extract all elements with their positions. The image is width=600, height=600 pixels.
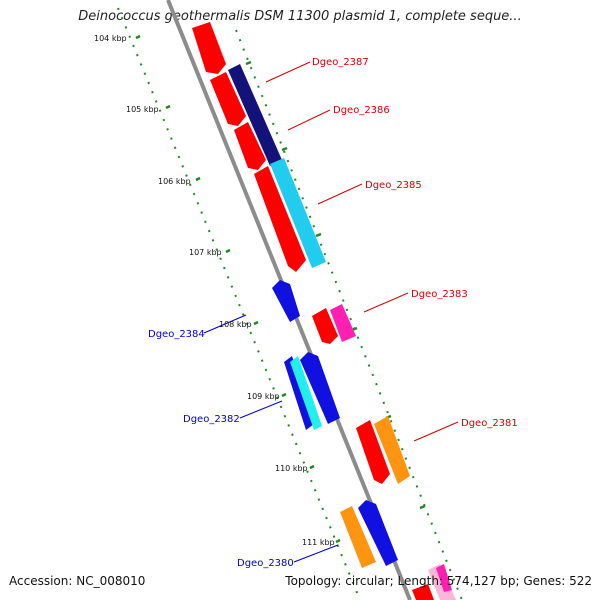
tick-label: 110 kbp (275, 464, 308, 473)
callout-line-2384 (203, 314, 247, 334)
tick-label: 108 kbp (219, 320, 252, 329)
outer-tick-mark (419, 504, 426, 510)
gene-red-7[interactable] (412, 584, 434, 600)
gene-magenta-end[interactable] (436, 564, 452, 592)
callout-line-2382 (239, 400, 283, 419)
gene-red-1[interactable] (192, 22, 226, 74)
kbp-tick-mark (335, 538, 341, 544)
callout-line-2386 (287, 109, 331, 131)
gene-cyan-2385[interactable] (270, 158, 326, 268)
gene-label-dgeo-2385[interactable]: Dgeo_2385 (365, 180, 422, 191)
callout-line-2385 (317, 183, 363, 205)
gene-blue-2382a[interactable] (284, 356, 314, 430)
gene-label-dgeo-2386[interactable]: Dgeo_2386 (333, 105, 390, 116)
kbp-tick-mark (281, 392, 287, 398)
outer-tick-mark (315, 232, 322, 238)
gene-orange-2380[interactable] (340, 506, 376, 568)
gene-red-5[interactable] (312, 308, 338, 344)
tick-label: 104 kbp (94, 34, 127, 43)
gene-blue-2382b[interactable] (300, 352, 340, 424)
gene-navy-2387[interactable] (228, 64, 282, 166)
gene-red-4[interactable] (254, 166, 306, 272)
kbp-tick-mark (253, 320, 259, 326)
kbp-tick-mark (309, 464, 315, 470)
kbp-tick-mark (135, 34, 141, 40)
outer-tick-mark (245, 60, 252, 66)
gene-magenta-2383[interactable] (330, 304, 356, 342)
gene-cyan-2382[interactable] (290, 356, 322, 430)
tick-label: 109 kbp (247, 392, 280, 401)
dotted-inner-lane-left (117, 7, 361, 600)
outer-tick-mark (281, 146, 288, 152)
gene-label-dgeo-2387[interactable]: Dgeo_2387 (312, 57, 369, 68)
accession-text: Accession: NC_008010 (9, 574, 146, 588)
gene-blue-2380[interactable] (358, 500, 398, 566)
callout-line-2387 (265, 61, 311, 83)
gene-label-dgeo-2384[interactable]: Dgeo_2384 (148, 329, 205, 340)
gene-red-2[interactable] (210, 72, 246, 126)
kbp-tick-mark (195, 176, 201, 182)
tick-label: 105 kbp (126, 105, 159, 114)
callout-line-2381 (413, 421, 459, 442)
tick-label: 111 kbp (302, 538, 335, 547)
callout-line-2380 (293, 544, 339, 563)
gene-label-dgeo-2381[interactable]: Dgeo_2381 (461, 418, 518, 429)
tick-label: 107 kbp (189, 248, 222, 257)
gene-red-6[interactable] (356, 420, 390, 484)
gene-label-dgeo-2380[interactable]: Dgeo_2380 (237, 558, 294, 569)
kbp-tick-mark (165, 104, 171, 110)
gene-blue-2384[interactable] (272, 280, 300, 322)
gene-label-dgeo-2382[interactable]: Dgeo_2382 (183, 414, 240, 425)
tick-label: 106 kbp (158, 177, 191, 186)
gene-label-dgeo-2383[interactable]: Dgeo_2383 (411, 289, 468, 300)
gene-red-3[interactable] (234, 122, 266, 170)
map-title: Deinococcus geothermalis DSM 11300 plasm… (78, 9, 522, 24)
gene-orange-2381[interactable] (374, 416, 410, 484)
callout-line-2383 (363, 292, 409, 313)
topology-text: Topology: circular; Length: 574,127 bp; … (285, 574, 592, 588)
kbp-tick-mark (225, 248, 231, 254)
